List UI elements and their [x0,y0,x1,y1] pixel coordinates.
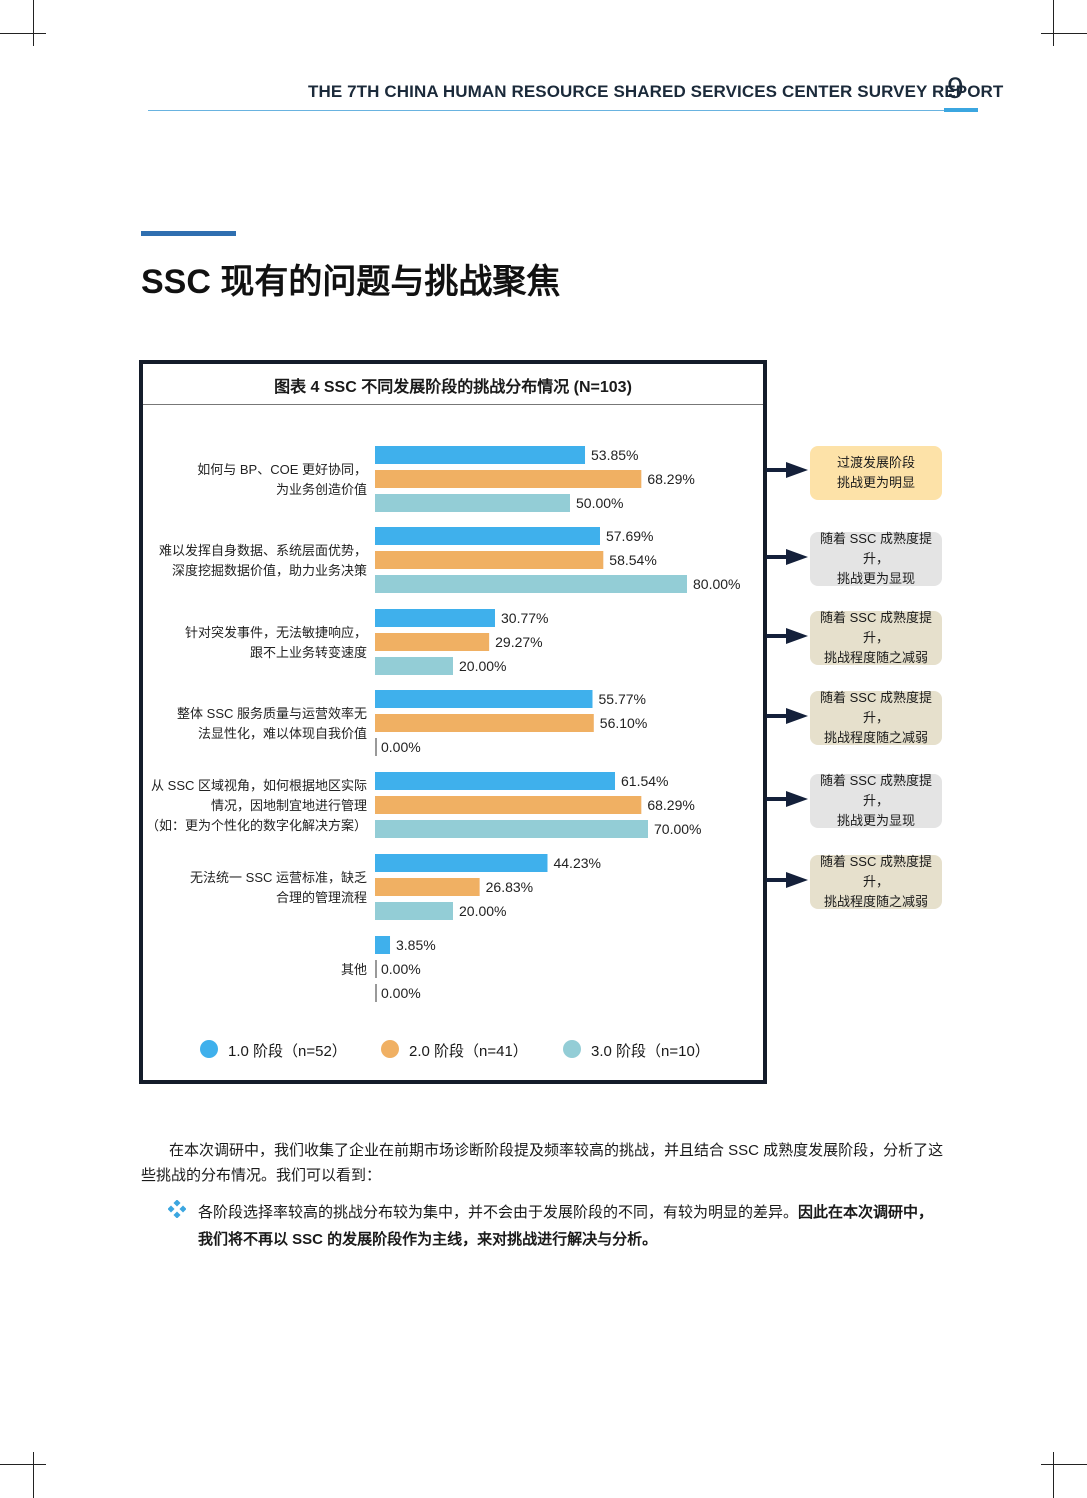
annotation-note-3: 随着 SSC 成熟度提升， 挑战程度随之减弱 [810,610,942,665]
crop-mark [1041,1464,1087,1465]
data-label: 20.00% [459,903,506,919]
section-title-accent [141,231,236,236]
chart-title-row: 图表 4 SSC 不同发展阶段的挑战分布情况 (N=103) [143,364,763,405]
bar-3-1 [375,494,570,512]
category-label: 法显性化，难以体现自我价值 [198,726,367,741]
header-rule [148,110,944,111]
data-label: 50.00% [576,495,623,511]
category-label: 整体 SSC 服务质量与运营效率无 [177,706,367,721]
arrow-head-icon [786,708,808,724]
bar-1-6 [375,854,548,872]
data-label: 68.29% [647,471,694,487]
category-label: 从 SSC 区域视角，如何根据地区实际 [151,778,367,793]
data-label: 0.00% [381,739,421,755]
bar-3-2 [375,575,687,593]
bar-2-3 [375,633,490,651]
legend-label-2: 2.0 阶段（n=41） [409,1043,528,1060]
section-title: SSC 现有的问题与挑战聚焦 [141,263,561,301]
crop-mark [1053,1452,1054,1498]
bar-3-6 [375,902,453,920]
data-label: 70.00% [654,821,701,837]
bar-1-2 [375,527,600,545]
legend-swatch-1 [200,1040,218,1058]
page-number: 9 [947,72,964,105]
data-label: 0.00% [381,985,421,1001]
arrow-head-icon [786,628,808,644]
bar-2-2 [375,551,604,569]
data-label: 56.10% [600,715,647,731]
chart-title: 图表 4 SSC 不同发展阶段的挑战分布情况 (N=103) [274,379,632,396]
annotation-note-4: 随着 SSC 成熟度提升， 挑战程度随之减弱 [810,690,942,745]
category-label: 情况，因地制宜地进行管理 [211,798,367,813]
data-label: 0.00% [381,961,421,977]
data-label: 61.54% [621,773,668,789]
bar-1-3 [375,609,496,627]
crop-mark [0,1464,46,1465]
arrow-head-icon [786,872,808,888]
running-header: THE 7TH CHINA HUMAN RESOURCE SHARED SERV… [308,82,1004,101]
category-label: 无法统一 SSC 运营标准，缺乏 [190,870,367,885]
arrow-head-icon [786,549,808,565]
category-label: 其他 [341,962,367,977]
category-label: 难以发挥自身数据、系统层面优势， [159,543,367,558]
annotation-note-1: 过渡发展阶段 挑战更为明显 [810,446,942,500]
category-label: （如：更为个性化的数字化解决方案） [146,818,367,833]
data-label: 20.00% [459,658,506,674]
legend-label-3: 3.0 阶段（n=10） [591,1043,710,1060]
category-label: 跟不上业务转变速度 [250,645,367,660]
arrow-head-icon [786,791,808,807]
bar-2-6 [375,878,480,896]
bar-1-4 [375,690,593,708]
crop-mark [33,0,34,46]
annotation-note-6: 随着 SSC 成熟度提升， 挑战程度随之减弱 [810,854,942,909]
category-label: 如何与 BP、COE 更好协同， [197,462,367,477]
bullet-text-bold: 因此在本次调研中，我们将不再以 SSC 的发展阶段作为主线，来对挑战进行解决与分… [198,1204,934,1248]
crop-mark [1041,33,1087,34]
header-rule-accent [944,108,978,112]
data-label: 58.54% [609,552,656,568]
bar-2-5 [375,796,642,814]
chart-frame: 图表 4 SSC 不同发展阶段的挑战分布情况 (N=103) 如何与 BP、CO… [139,360,767,1084]
legend-swatch-2 [381,1040,399,1058]
category-label: 深度挖掘数据价值，助力业务决策 [172,563,367,578]
crop-mark [33,1452,34,1498]
data-label: 80.00% [693,576,740,592]
legend-swatch-3 [563,1040,581,1058]
data-label: 53.85% [591,447,638,463]
category-label: 针对突发事件，无法敏捷响应， [185,625,367,640]
data-label: 57.69% [606,528,653,544]
bar-1-1 [375,446,586,464]
bar-2-1 [375,470,642,488]
body-paragraph: 在本次调研中，我们收集了企业在前期市场诊断阶段提及频率较高的挑战，并且结合 SS… [141,1142,944,1184]
data-label: 44.23% [553,855,600,871]
data-label: 55.77% [599,691,646,707]
category-label: 为业务创造价值 [276,482,367,497]
legend-label-1: 1.0 阶段（n=52） [228,1043,347,1060]
bullet-point: 各阶段选择率较高的挑战分布较为集中，并不会由于发展阶段的不同，有较为明显的差异。… [198,1199,944,1253]
crop-mark [1053,0,1054,46]
crop-mark [0,33,46,34]
data-label: 26.83% [486,879,533,895]
bar-2-4 [375,714,594,732]
annotation-note-5: 随着 SSC 成熟度提升， 挑战更为显现 [810,773,942,828]
bar-3-5 [375,820,648,838]
data-label: 30.77% [501,610,548,626]
arrow-head-icon [786,462,808,478]
annotation-note-2: 随着 SSC 成熟度提升， 挑战更为显现 [810,531,942,586]
bar-1-7 [375,936,391,954]
bar-3-3 [375,657,453,675]
data-label: 3.85% [396,937,436,953]
diamond-bullet-icon [168,1200,186,1218]
data-label: 29.27% [495,634,542,650]
bullet-text-normal: 各阶段选择率较高的挑战分布较为集中，并不会由于发展阶段的不同，有较为明显的差异。 [198,1204,799,1221]
data-label: 68.29% [647,797,694,813]
category-label: 合理的管理流程 [276,890,367,905]
bar-1-5 [375,772,616,790]
